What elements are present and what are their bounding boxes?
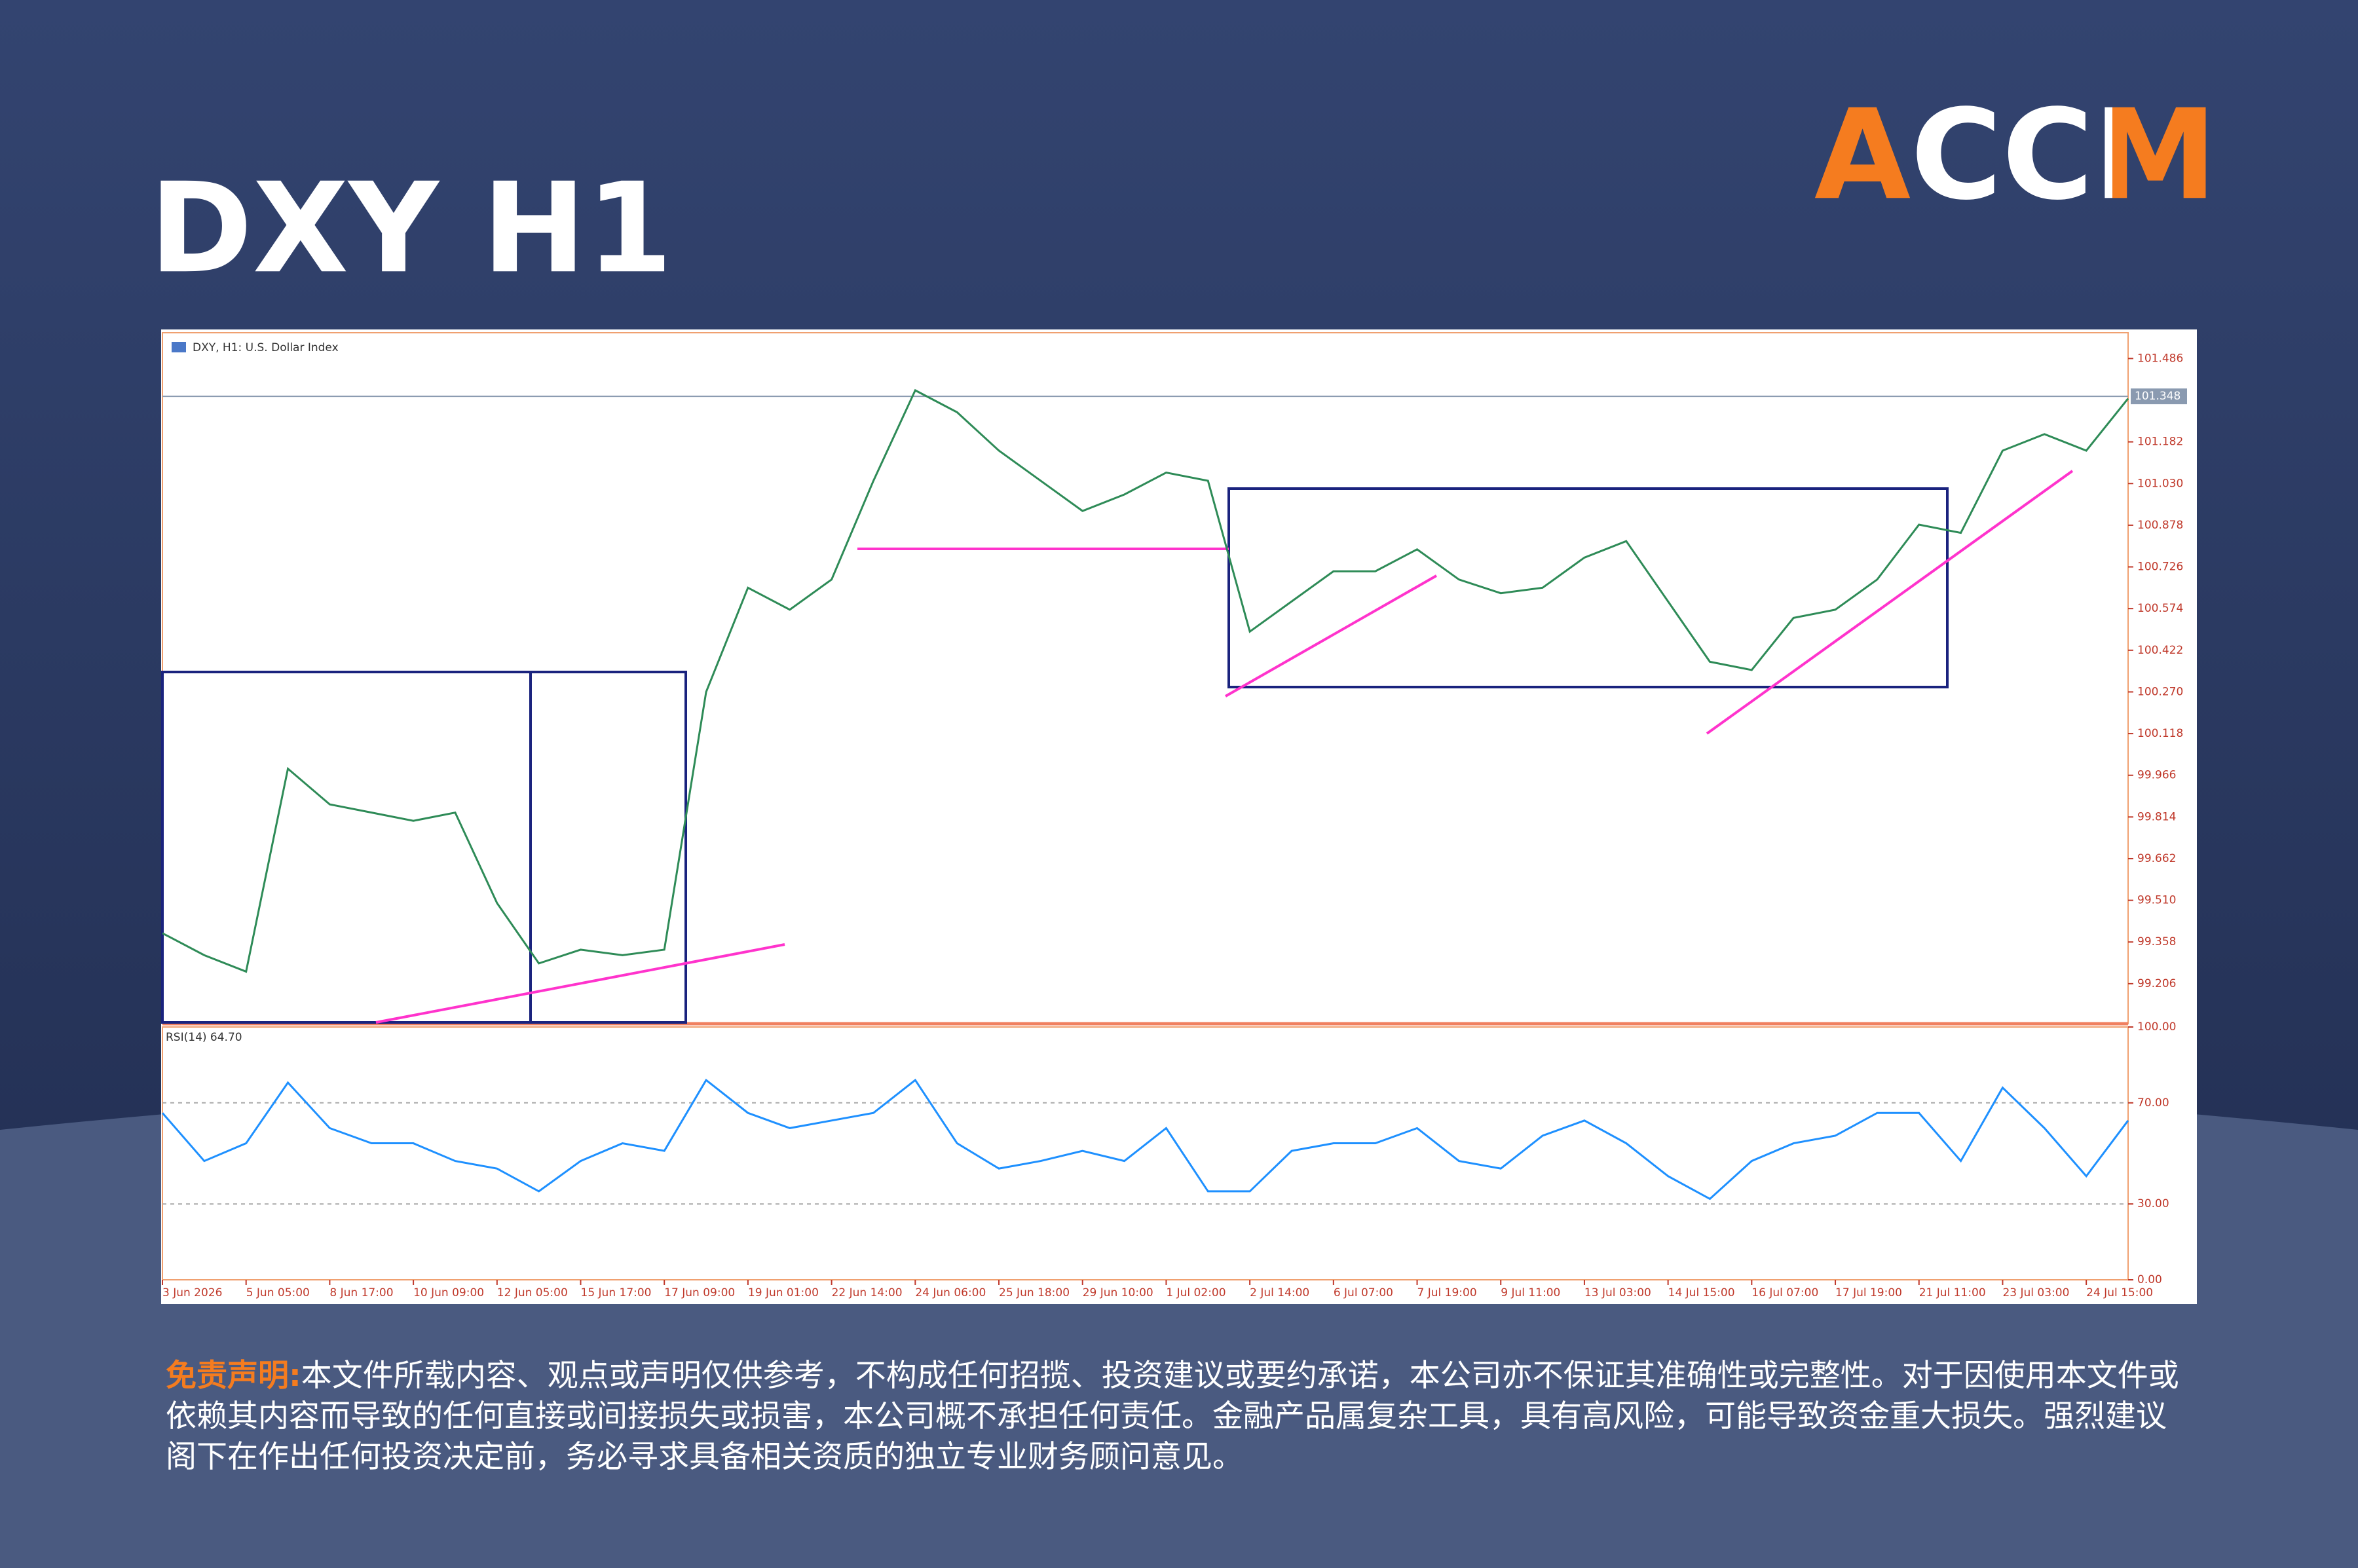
x-tick-label: 2 Jul 14:00 <box>1250 1286 1309 1299</box>
x-tick-label: 24 Jul 15:00 <box>2086 1286 2153 1299</box>
x-tick-label: 3 Jun 2026 <box>162 1286 222 1299</box>
y-tick-label: 0.00 <box>2137 1273 2162 1286</box>
x-tick-label: 23 Jul 03:00 <box>2002 1286 2069 1299</box>
x-tick-label: 5 Jun 05:00 <box>246 1286 310 1299</box>
trend-line <box>1706 470 2074 735</box>
y-tick-label: 100.726 <box>2137 561 2183 574</box>
y-tick-label: 30.00 <box>2137 1197 2169 1210</box>
y-tick-label: 100.422 <box>2137 644 2183 657</box>
x-tick-label: 21 Jul 11:00 <box>1919 1286 1986 1299</box>
rsi-title: RSI(14) 64.70 <box>166 1031 242 1044</box>
y-tick-label: 99.358 <box>2137 935 2176 948</box>
drawings <box>161 470 2074 1024</box>
y-tick-label: 99.814 <box>2137 810 2176 823</box>
y-tick-label: 101.486 <box>2137 352 2183 365</box>
x-tick-label: 13 Jul 03:00 <box>1584 1286 1651 1299</box>
y-tick-label: 70.00 <box>2137 1096 2169 1110</box>
x-tick-label: 24 Jun 06:00 <box>915 1286 986 1299</box>
y-tick-label: 100.270 <box>2137 685 2183 698</box>
y-tick-label: 100.574 <box>2137 602 2183 615</box>
chart-panel <box>161 329 2197 1304</box>
data-line <box>162 388 2129 973</box>
y-tick-label: 100.118 <box>2137 727 2183 740</box>
x-tick-label: 6 Jul 07:00 <box>1334 1286 1393 1299</box>
y-tick-label: 99.510 <box>2137 894 2176 907</box>
x-tick-label: 7 Jul 19:00 <box>1417 1286 1477 1299</box>
disclaimer-label: 免责声明: <box>166 1358 301 1394</box>
chart-icon <box>172 342 186 352</box>
x-tick-label: 17 Jul 19:00 <box>1835 1286 1902 1299</box>
rsi-frame <box>162 1026 2129 1280</box>
disclaimer: 免责声明:本文件所载内容、观点或声明仅供参考，不构成任何招揽、投资建议或要约承诺… <box>166 1356 2196 1478</box>
x-tick-label: 22 Jun 14:00 <box>832 1286 903 1299</box>
data-line <box>161 1078 2129 1201</box>
disclaimer-text: 本文件所载内容、观点或声明仅供参考，不构成任何招揽、投资建议或要约承诺，本公司亦… <box>166 1358 2179 1475</box>
range-box <box>529 671 687 1024</box>
current-price-label: 101.348 <box>2135 390 2180 403</box>
current-price-box <box>2131 388 2187 405</box>
page-title: DXY H1 <box>149 156 673 301</box>
y-tick-label: 101.030 <box>2137 477 2183 490</box>
trend-line <box>375 943 785 1024</box>
chart-header: DXY, H1: U.S. Dollar Index <box>193 341 339 354</box>
x-tick-label: 9 Jul 11:00 <box>1501 1286 1560 1299</box>
x-tick-label: 15 Jun 17:00 <box>581 1286 652 1299</box>
y-tick-label: 100.878 <box>2137 519 2183 532</box>
y-tick-label: 99.206 <box>2137 977 2176 990</box>
x-tick-label: 8 Jun 17:00 <box>329 1286 393 1299</box>
x-tick-label: 19 Jun 01:00 <box>748 1286 819 1299</box>
x-tick-label: 29 Jun 10:00 <box>1083 1286 1153 1299</box>
x-tick-label: 16 Jul 07:00 <box>1751 1286 1818 1299</box>
x-tick-label: 10 Jun 09:00 <box>413 1286 484 1299</box>
x-tick-label: 25 Jun 18:00 <box>999 1286 1070 1299</box>
range-box <box>1227 487 1949 688</box>
x-tick-label: 1 Jul 02:00 <box>1166 1286 1226 1299</box>
x-tick-label: 14 Jul 15:00 <box>1668 1286 1735 1299</box>
y-tick-label: 101.182 <box>2137 436 2183 449</box>
trend-line <box>1225 574 1437 698</box>
y-tick-label: 99.966 <box>2137 769 2176 782</box>
y-tick-label: 100.00 <box>2137 1020 2176 1034</box>
x-tick-label: 17 Jun 09:00 <box>664 1286 735 1299</box>
logo: ACCM <box>1814 83 2217 227</box>
x-tick-label: 12 Jun 05:00 <box>497 1286 568 1299</box>
y-tick-label: 99.662 <box>2137 852 2176 865</box>
